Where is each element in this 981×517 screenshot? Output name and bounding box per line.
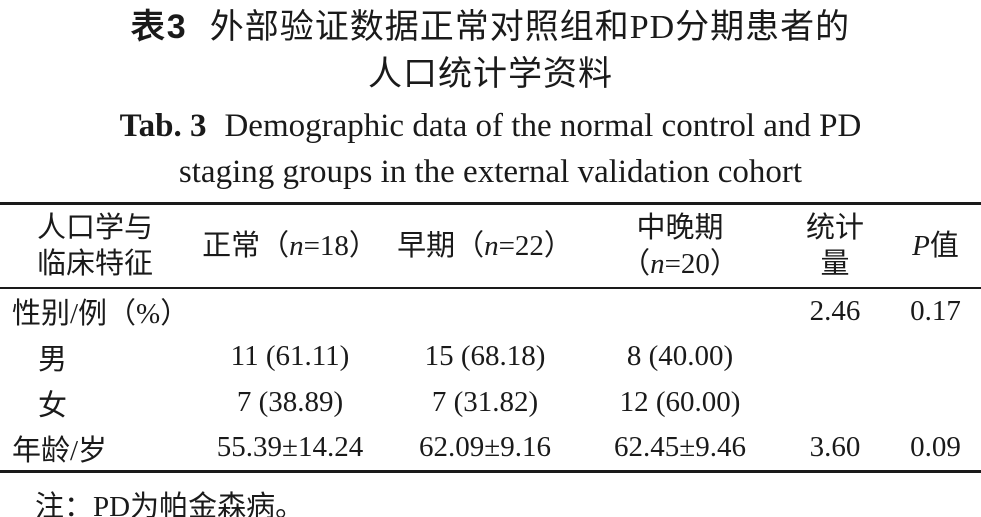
cell-p: 0.09 (910, 431, 961, 464)
table-row: 年龄/岁 55.39±14.24 62.09±9.16 62.45±9.46 3… (0, 426, 981, 472)
row-label: 性别/例（%） (12, 298, 190, 330)
table-title-en-line1: Tab. 3 Demographic data of the normal con… (0, 103, 981, 149)
header-statistic-line1: 统计 (805, 211, 864, 244)
header-midlate-group: 中晚期（n=20） (580, 203, 780, 289)
cell-midlate: 62.45±9.46 (614, 431, 746, 464)
table-row: 女 7 (38.89) 7 (31.82) 12 (60.00) (0, 380, 981, 426)
p-variable: P (912, 229, 930, 262)
table-header-row: 人口学与 临床特征 正常（n=18） 早期（n=22） 中晚期（n=20） 统计… (0, 203, 981, 289)
row-label: 男 (38, 343, 68, 376)
header-statistic: 统计 量 (780, 203, 890, 289)
cell-early: 7 (31.82) (431, 386, 539, 418)
cell-normal: 55.39±14.24 (216, 431, 364, 464)
cell-p (890, 334, 981, 380)
header-feature-line1: 人口学与 (36, 211, 153, 244)
n-variable: n (289, 229, 304, 262)
cell-early: 15 (68.18) (424, 340, 546, 372)
cell-statistic (780, 380, 890, 426)
cell-p: 0.17 (910, 294, 961, 327)
table-row: 男 11 (61.11) 15 (68.18) 8 (40.00) (0, 334, 981, 380)
cell-statistic (780, 334, 890, 380)
table-number-en: Tab. 3 (119, 108, 207, 144)
header-statistic-line2: 量 (820, 247, 850, 280)
cell-statistic: 3.60 (809, 431, 861, 464)
table-title-en-text: Demographic data of the normal control a… (224, 108, 862, 144)
n-variable: n (650, 247, 665, 280)
n-variable: n (484, 229, 499, 262)
table-title-en-line2: staging groups in the external validatio… (178, 154, 803, 190)
cell-midlate: 8 (40.00) (626, 340, 734, 372)
cell-normal (190, 288, 390, 334)
table-title-zh-text: 外部验证数据正常对照组和PD分期患者的 (209, 9, 851, 46)
header-feature: 人口学与 临床特征 (0, 203, 190, 289)
cell-early (390, 288, 580, 334)
table-footnote: 注：PD为帕金森病。 (35, 491, 305, 517)
header-feature-line2: 临床特征 (36, 247, 153, 280)
table-title-zh-line2: 人口统计学资料 (368, 56, 613, 93)
cell-midlate (580, 288, 780, 334)
cell-normal: 7 (38.89) (236, 386, 344, 418)
cell-statistic: 2.46 (809, 294, 861, 327)
title-block: 表3 外部验证数据正常对照组和PD分期患者的 人口统计学资料 Tab. 3 Demo… (0, 0, 981, 195)
table-row: 性别/例（%） 2.46 0.17 (0, 288, 981, 334)
row-label: 女 (38, 389, 68, 422)
header-early-group: 早期（n=22） (390, 203, 580, 289)
cell-p (890, 380, 981, 426)
cell-early: 62.09±9.16 (419, 431, 551, 464)
table-number-zh: 表3 (130, 8, 188, 46)
cell-midlate: 12 (60.00) (619, 386, 741, 418)
header-p-value: P值 (890, 203, 981, 289)
header-normal-group: 正常（n=18） (190, 203, 390, 289)
cell-normal: 11 (61.11) (230, 340, 350, 372)
row-label: 年龄/岁 (12, 434, 108, 467)
demographics-table: 人口学与 临床特征 正常（n=18） 早期（n=22） 中晚期（n=20） 统计… (0, 202, 981, 473)
table-title-zh-line1: 表3 外部验证数据正常对照组和PD分期患者的 (0, 4, 981, 51)
